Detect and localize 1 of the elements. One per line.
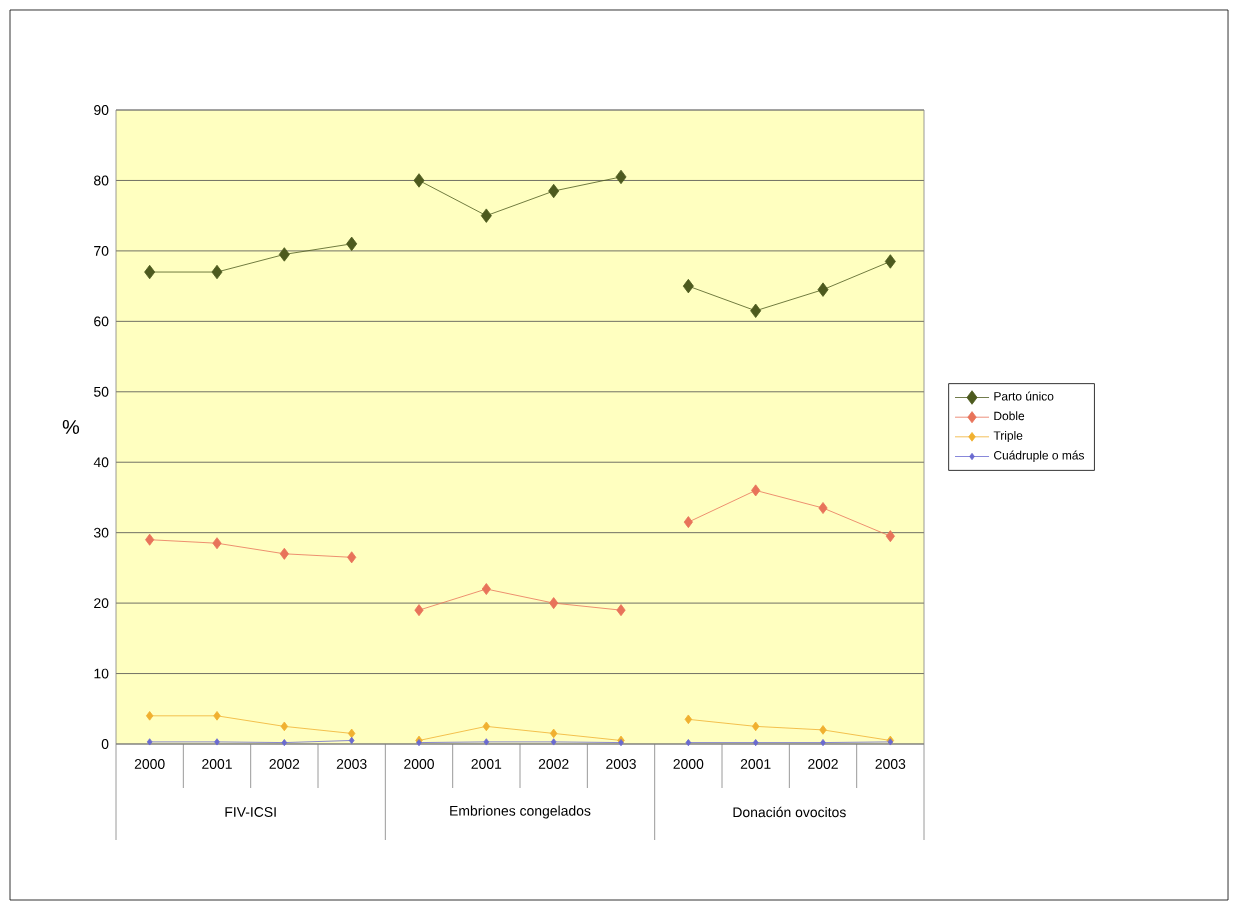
y-axis-title: % xyxy=(62,420,80,434)
